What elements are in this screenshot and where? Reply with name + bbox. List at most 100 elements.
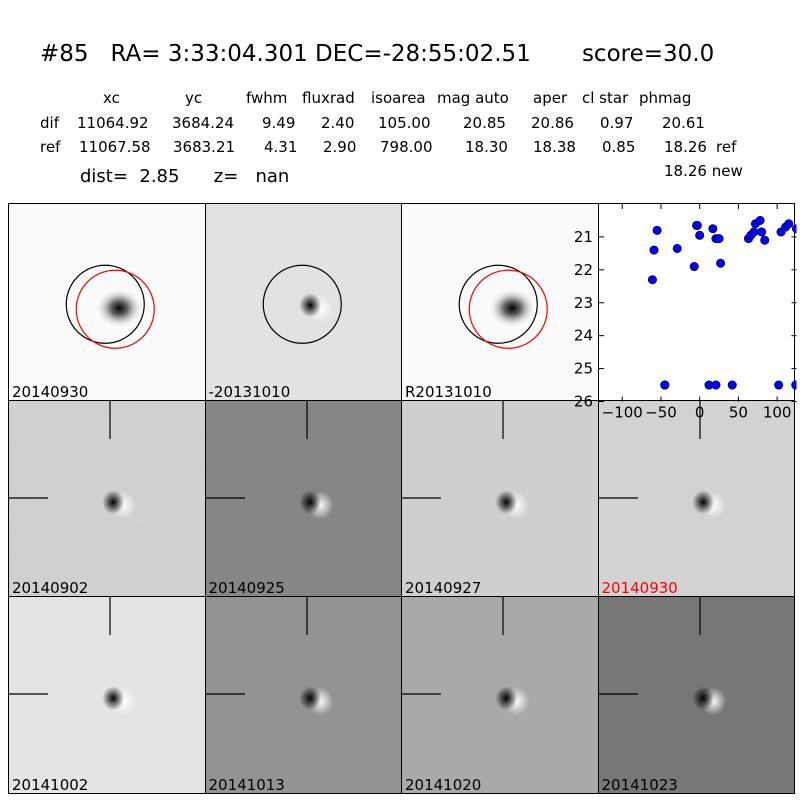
column-header: isoarea xyxy=(371,89,426,107)
data-point xyxy=(715,258,725,268)
row-value: 20.61 xyxy=(662,114,705,132)
row-value: 0.97 xyxy=(600,114,634,132)
row-label: dif xyxy=(40,114,59,132)
stamp-image xyxy=(402,597,530,716)
y-tick-label: 26 xyxy=(573,393,592,411)
row-value: 9.49 xyxy=(262,114,296,132)
stamp-image xyxy=(598,597,726,716)
row-value: 0.85 xyxy=(602,138,636,156)
stamp-image xyxy=(458,264,548,349)
stamp-date-label: 20141020 xyxy=(405,775,482,794)
column-header: phmag xyxy=(639,89,692,107)
stamp-image xyxy=(9,597,137,716)
data-point xyxy=(692,220,702,230)
data-point xyxy=(727,380,737,390)
y-tick-label: 25 xyxy=(573,360,592,378)
x-tick-label: −50 xyxy=(645,404,677,422)
source-blob xyxy=(488,288,537,329)
row-value: 4.31 xyxy=(264,138,298,156)
data-point xyxy=(773,380,783,390)
dipole-negative xyxy=(298,293,321,318)
image-stamp: R20131010 xyxy=(401,203,599,401)
data-point xyxy=(648,245,658,255)
stamp-grid: 20140930 -20131010 R20131010 20140902 201409… xyxy=(8,203,796,794)
image-stamp: -20131010 xyxy=(204,203,402,401)
data-point xyxy=(791,224,796,234)
header-title: #85 RA= 3:33:04.301 DEC=-28:55:02.51 sco… xyxy=(40,41,715,67)
stamp-image xyxy=(262,264,342,344)
data-point xyxy=(756,227,766,237)
black-aperture-circle xyxy=(458,264,538,344)
stamp-date-label: 20140902 xyxy=(12,579,89,597)
x-tick-label: 0 xyxy=(694,404,704,422)
image-stamp: 20140927 xyxy=(401,399,599,597)
stamp-date-label: 20141023 xyxy=(601,775,678,794)
column-header: xc xyxy=(103,89,120,107)
row-label: ref xyxy=(40,138,61,156)
image-stamp: 20140902 xyxy=(8,399,206,597)
data-point xyxy=(694,230,704,240)
dipole-negative xyxy=(102,489,125,514)
x-tick-label: −100 xyxy=(601,404,642,422)
image-stamp: 20140925 xyxy=(204,399,402,597)
image-stamp: 20141013 xyxy=(204,596,402,794)
data-point xyxy=(689,262,699,272)
y-tick-label: 21 xyxy=(573,228,592,246)
stamp-date-label: 20140930 xyxy=(12,382,89,401)
row-value: 105.00 xyxy=(378,114,431,132)
y-tick-label: 24 xyxy=(573,327,592,345)
x-tick-label: 100 xyxy=(762,404,791,422)
stamp-image xyxy=(402,400,530,519)
stamp-image xyxy=(9,400,205,597)
red-aperture-circle xyxy=(75,269,155,349)
data-point xyxy=(707,224,717,234)
row-value: 11067.58 xyxy=(79,138,151,156)
row-value: 18.30 xyxy=(465,138,508,156)
dipole-negative xyxy=(495,489,518,514)
stamp-date-label: -20131010 xyxy=(208,382,291,401)
image-stamp: 20141002 xyxy=(8,596,206,794)
data-point xyxy=(755,215,765,225)
data-point xyxy=(647,275,657,285)
column-header: fluxrad xyxy=(302,89,355,107)
dipole-negative xyxy=(691,686,714,711)
data-point xyxy=(672,243,682,253)
column-header: yc xyxy=(185,89,203,107)
distance-redshift: dist= 2.85 z= nan xyxy=(80,166,290,187)
dipole-negative xyxy=(495,686,518,711)
row-value: 18.26 xyxy=(664,138,707,156)
row-value: 20.86 xyxy=(531,114,574,132)
image-stamp: 20141023 xyxy=(597,596,795,794)
data-point xyxy=(714,234,724,244)
data-point xyxy=(652,225,662,235)
data-point xyxy=(790,380,796,390)
data-point xyxy=(659,380,669,390)
image-stamp: 20140930 xyxy=(8,203,206,401)
dipole-negative xyxy=(691,489,714,514)
new-magnitude: 18.26 new xyxy=(664,162,743,180)
row-value: 2.40 xyxy=(321,114,355,132)
image-stamp: 20140930 xyxy=(597,399,795,597)
stamp-date-label: 20140930 xyxy=(601,579,678,597)
source-blob xyxy=(95,288,144,329)
data-point xyxy=(783,219,793,229)
stamp-image xyxy=(205,400,333,519)
row-value: 3684.24 xyxy=(172,114,235,132)
row-value: 2.90 xyxy=(323,138,357,156)
row-value: 18.38 xyxy=(533,138,576,156)
y-tick-label: 22 xyxy=(573,261,592,279)
red-aperture-circle xyxy=(468,269,548,349)
stamp-date-label: 20141002 xyxy=(12,775,89,794)
stamp-image xyxy=(598,400,726,519)
data-point xyxy=(748,227,758,237)
row-value: 3683.21 xyxy=(173,138,236,156)
dipole-negative xyxy=(298,686,321,711)
column-header: mag auto xyxy=(437,89,509,107)
column-header: cl star xyxy=(582,89,629,107)
light-curve-svg: 21 22 23 24 25 26 −100 −50 0 50 100 xyxy=(573,204,796,422)
black-aperture-circle xyxy=(262,264,342,344)
dipole-negative xyxy=(102,686,125,711)
column-header: fwhm xyxy=(246,89,288,107)
image-stamp: 20141020 xyxy=(401,596,599,794)
stamp-image xyxy=(65,264,155,349)
